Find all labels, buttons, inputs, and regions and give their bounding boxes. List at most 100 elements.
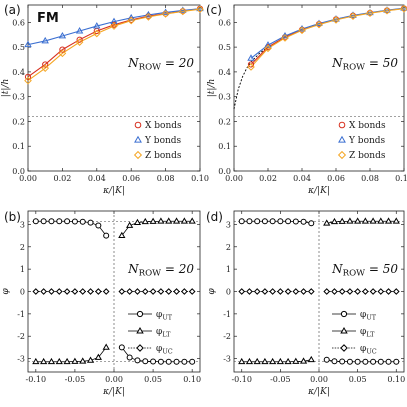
data-point [330,217,339,225]
data-point [48,288,55,295]
data-point [24,73,32,80]
data-point [42,61,49,68]
legend-marker [136,344,144,352]
data-point [323,219,331,226]
data-point [173,288,180,295]
data-point [144,13,153,21]
y-tick-label: 0.0 [12,167,25,176]
y-tick-label: 0 [226,288,231,297]
data-point [238,288,246,295]
data-point [245,357,254,365]
data-point [354,288,361,295]
legend-label: X bonds [145,121,182,131]
y-tick-label: 0.1 [12,142,25,151]
data-point [40,288,47,295]
x-axis-label: κ/|K| [102,387,125,397]
y-tick-label: -2 [223,332,231,341]
data-point [349,12,357,20]
data-point [315,20,323,29]
data-point [126,221,134,228]
data-point [93,22,101,29]
y-tick-label: 2 [20,243,25,252]
panel-label-b: (b) [4,210,21,224]
data-point [338,288,346,295]
data-point [246,218,253,225]
x-tick-label: -0.05 [65,375,86,384]
panel-d: -0.10 -0.05 0.00 0.05 0.10 -3 -2 -1 0 1 2 3 κ/|K| φ (d… [206,210,405,397]
x-tick-label: 0.02 [259,174,277,183]
y-tick-label: 3 [20,220,25,229]
y-tick-label: 1 [226,265,231,274]
legend-marker [136,327,144,334]
data-point [103,232,110,239]
data-point [346,217,354,224]
data-point [126,288,133,295]
y-tick-label: 3 [226,220,231,229]
data-point [32,288,40,295]
data-point [157,358,164,365]
data-point [284,357,292,365]
data-point [79,288,87,295]
data-point [48,218,55,225]
data-point [281,31,289,39]
data-point [144,10,153,18]
y-tick-label: 0 [20,288,25,297]
panel-a: 0.00 0.02 0.04 0.06 0.08 0.10 0.0 0.1 0.2 0.3 0.4 0… [1,3,209,196]
data-point [141,288,149,295]
data-point [393,358,400,365]
legend-marker [338,135,346,143]
data-point [63,357,71,365]
data-point [75,27,84,34]
series-line [326,359,397,363]
data-point [188,217,196,224]
data-point [300,288,307,295]
data-point [277,218,284,225]
x-tick-label: 0.05 [144,375,162,384]
y-tick-label: -1 [17,310,25,319]
data-point [238,357,246,365]
data-point [79,357,87,364]
data-point [133,218,142,226]
legend-label: φUC [360,344,377,356]
data-point [308,220,315,227]
data-point [277,288,284,295]
data-point [94,353,102,360]
data-point [149,217,157,224]
y-tick-label: 0.6 [12,18,25,27]
legend-marker [134,121,142,129]
nrow-annotation: NROW = 20 [127,262,194,279]
panel-b: -0.10 -0.05 0.00 0.05 0.10 -3 -2 -1 0 1 2 3 κ/|K| φ (b… [1,210,201,397]
legend-marker [340,310,348,318]
y-tick-label: 0.0 [218,167,231,176]
series-line [121,220,193,236]
series-line [326,220,397,224]
data-point [261,218,268,225]
legend-label: X bonds [349,121,386,131]
data-point [307,355,315,363]
y-axis-label: |t|/h [1,79,11,98]
x-tick-label: 0.06 [327,174,345,183]
data-point [264,41,272,48]
data-point [331,358,338,365]
fit-curve [233,8,405,110]
data-point [346,358,353,365]
x-tick-label: 0.06 [122,174,140,183]
data-point [269,218,276,225]
panel-label-d: (d) [206,210,223,224]
data-point [142,358,149,365]
data-point [64,218,71,225]
data-point [261,288,269,295]
data-point [58,31,67,39]
data-point [40,357,48,365]
x-tick-label: 0.08 [157,174,175,183]
data-point [102,343,110,350]
legend-label: φLT [156,327,171,339]
data-point [354,358,361,365]
data-point [55,357,63,365]
legend-marker [133,150,143,160]
nrow-annotation: NROW = 50 [331,262,398,279]
data-point [157,288,165,295]
legend-marker [134,135,142,143]
y-axis-label: |t|/h [207,79,217,98]
panel-label-a: (a) [4,3,21,17]
